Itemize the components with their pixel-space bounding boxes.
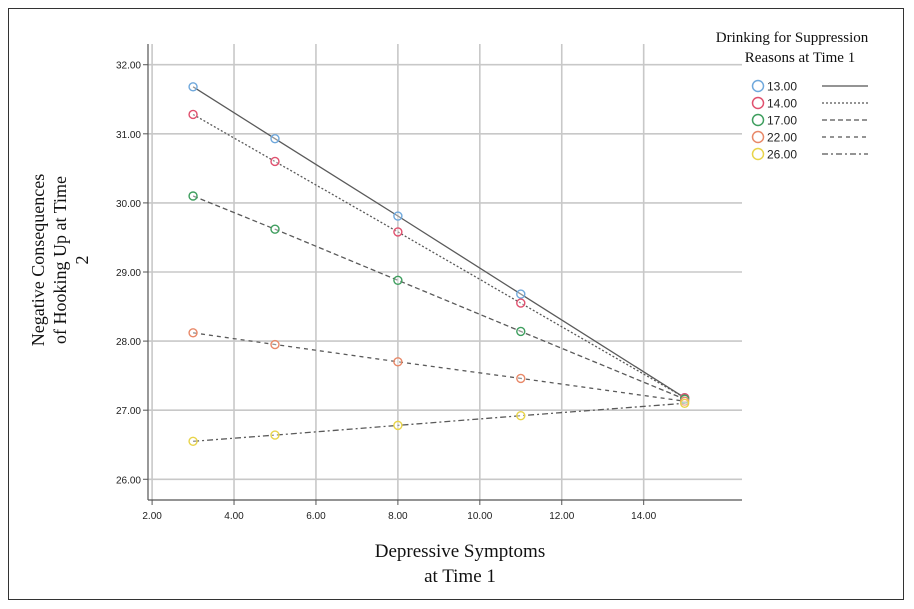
x-tick-label: 4.00: [224, 511, 244, 522]
y-tick-label: 31.00: [116, 130, 141, 141]
data-point-14.00: [188, 109, 198, 120]
legend-label-17.00: 17.00: [767, 114, 797, 128]
series-points: [188, 82, 690, 446]
series-line-13.00: [192, 86, 685, 399]
data-point-26.00: [270, 430, 280, 440]
y-tick-label: 26.00: [116, 475, 141, 486]
y-axis-label-line-3: 2: [72, 256, 92, 265]
data-point-17.00: [516, 326, 526, 337]
data-point-14.00: [516, 298, 526, 308]
x-tick-label: 8.00: [388, 511, 408, 522]
data-point-17.00: [393, 275, 403, 285]
series-lines: [192, 86, 685, 442]
legend-title-line-1: Drinking for Suppression: [716, 30, 869, 46]
x-axis-label-line-1: Depressive Symptoms: [375, 541, 545, 562]
x-axis-label-line-2: at Time 1: [424, 566, 496, 587]
data-point-14.00: [270, 156, 280, 167]
series-line-22.00: [193, 332, 685, 402]
data-point-17.00: [270, 224, 280, 234]
y-axis-label-line-2: of Hooking Up at Time: [50, 176, 70, 344]
y-tick-label: 27.00: [116, 406, 141, 417]
legend-label-26.00: 26.00: [767, 148, 797, 162]
data-point-26.00: [516, 411, 526, 421]
x-tick-label: 2.00: [142, 511, 162, 522]
legend: 13.00 14.00 17.00 22.00 26.00: [751, 79, 868, 162]
x-tick-label: 14.00: [631, 511, 656, 522]
y-tick-label: 30.00: [116, 199, 141, 210]
y-tick-label: 29.00: [116, 268, 141, 279]
grid-lines: [148, 44, 742, 500]
legend-marker-14.00: [751, 96, 765, 110]
legend-marker-17.00: [751, 113, 765, 127]
data-point-22.00: [393, 357, 403, 367]
series-line-14.00: [192, 113, 685, 399]
tick-labels: 2.00 4.00 6.00 8.00 10.00 12.00 14.00 26.00 27.0…: [116, 61, 657, 522]
data-point-22.00: [516, 373, 526, 384]
data-point-17.00: [188, 191, 198, 201]
legend-label-22.00: 22.00: [767, 131, 797, 145]
series-line-17.00: [192, 195, 685, 400]
legend-label-14.00: 14.00: [767, 97, 797, 111]
legend-marker-13.00: [751, 79, 765, 93]
series-line-26.00: [193, 402, 685, 442]
data-point-13.00: [516, 289, 526, 299]
x-tick-label: 6.00: [306, 511, 326, 522]
data-point-22.00: [188, 328, 198, 338]
legend-label-13.00: 13.00: [767, 80, 797, 94]
data-point-26.00: [188, 436, 198, 446]
data-point-13.00: [188, 82, 198, 92]
data-point-13.00: [393, 211, 403, 221]
data-point-26.00: [393, 420, 403, 431]
data-point-13.00: [270, 133, 280, 144]
data-point-22.00: [270, 339, 280, 350]
legend-title-line-2: Reasons at Time 1: [745, 50, 855, 66]
x-tick-label: 12.00: [549, 511, 574, 522]
data-point-14.00: [393, 227, 403, 237]
data-point-26.00: [679, 398, 690, 408]
legend-marker-26.00: [751, 147, 765, 161]
axes: [143, 44, 742, 505]
y-tick-label: 32.00: [116, 61, 141, 72]
y-tick-label: 28.00: [116, 337, 141, 348]
y-axis-label-line-1: Negative Consequences: [28, 174, 48, 346]
legend-marker-22.00: [751, 130, 765, 144]
x-tick-label: 10.00: [467, 511, 492, 522]
